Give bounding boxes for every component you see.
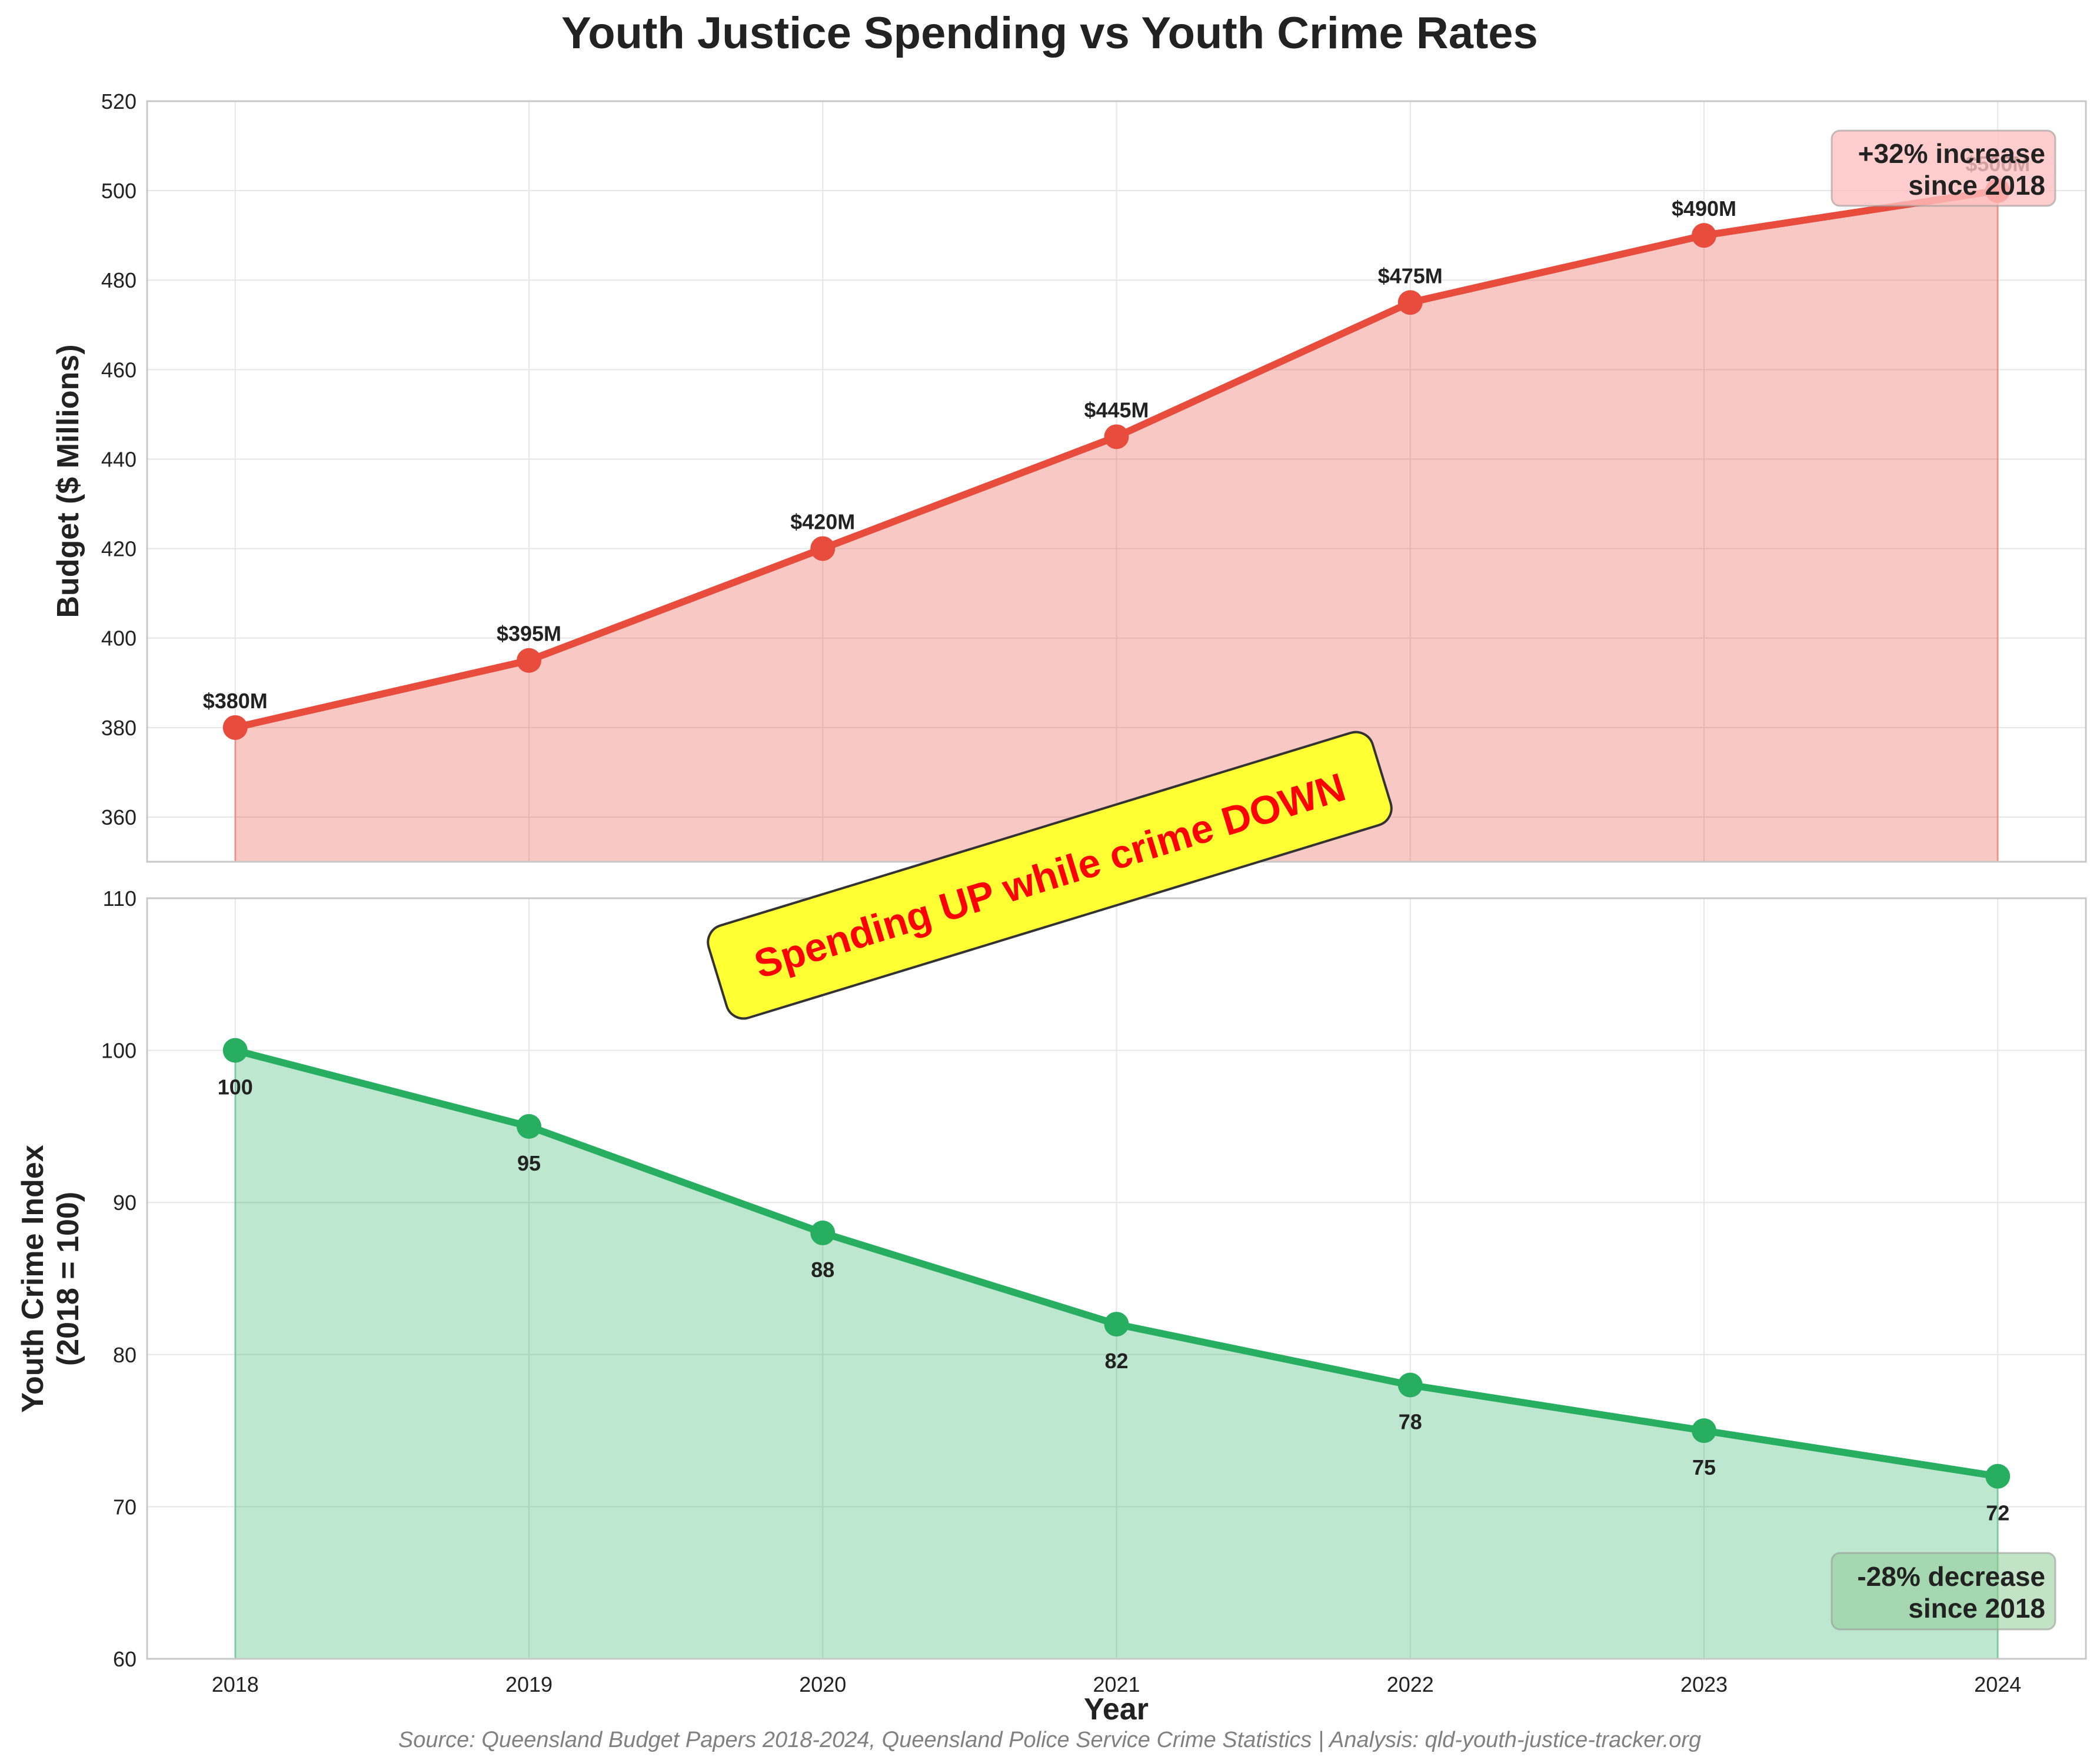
crime-annotation-line1: -28% decrease [1857,1561,2045,1592]
x-axis-label: Year [1084,1692,1149,1726]
data-point [810,536,836,561]
x-tick-label: 2019 [505,1672,553,1696]
y-tick-label: 100 [101,1039,137,1063]
x-tick-label: 2018 [212,1672,259,1696]
crime-annotation-line2: since 2018 [1908,1593,2045,1624]
budget-tick-labels: 360 380 400 420 440 460 480 500 520 [101,89,137,829]
data-point [1397,1372,1423,1398]
data-label: 88 [811,1258,834,1282]
y-tick-label: 420 [101,537,137,561]
data-point [517,648,542,673]
crime-panel: 60 70 80 90 100 110 2018 2019 2020 2021 2022 2023 20… [16,886,2087,1726]
x-tick-label: 2020 [799,1672,846,1696]
data-point [222,1038,248,1063]
y-tick-label: 90 [113,1191,137,1215]
y-tick-label: 440 [101,447,137,471]
crime-data-labels: 100 95 88 82 78 75 72 [218,1075,2010,1525]
y-tick-label: 380 [101,716,137,740]
data-label: 75 [1692,1455,1716,1479]
data-label: $490M [1672,196,1736,221]
budget-y-axis-label: Budget ($ Millions) [51,344,85,618]
data-label: $445M [1084,398,1149,422]
crime-points [222,1038,2011,1489]
budget-annotation-box [1831,129,2056,207]
crime-y-axis-label-line2: (2018 = 100) [51,1192,85,1366]
data-point [810,1220,836,1245]
y-tick-label: 70 [113,1495,137,1519]
data-label: $395M [497,622,561,646]
data-point [517,1114,542,1139]
x-tick-label: 2024 [1974,1672,2021,1696]
y-tick-label: 80 [113,1343,137,1367]
y-tick-label: 400 [101,626,137,651]
chart-title: Youth Justice Spending vs Youth Crime Ra… [561,8,1538,58]
crime-annotation: -28% decrease since 2018 [1831,1552,2056,1631]
data-label: 82 [1104,1349,1128,1373]
callout-box [707,731,1393,1020]
budget-annotation-line2: since 2018 [1908,170,2045,201]
crime-y-axis-label-line1: Youth Crime Index [16,1145,50,1413]
budget-panel: 360 380 400 420 440 460 480 500 520 $380M $395M $4… [51,89,2087,863]
data-point [1397,290,1423,315]
y-tick-label: 520 [101,89,137,114]
data-point [1985,1464,2011,1489]
source-note: Source: Queensland Budget Papers 2018-20… [398,1728,1701,1752]
data-point [1104,1312,1129,1337]
budget-grid [147,101,2086,862]
data-point [1691,1418,1716,1444]
y-tick-label: 110 [103,886,137,911]
budget-annotation-line1: +32% increase [1858,138,2045,169]
data-point [1104,424,1129,449]
data-label: 95 [517,1151,541,1175]
y-tick-label: 460 [101,358,137,382]
x-tick-label: 2023 [1680,1672,1728,1696]
y-tick-label: 360 [101,805,137,829]
crime-tick-labels: 60 70 80 90 100 110 2018 2019 2020 2021 2022 2023 20… [101,886,2021,1696]
y-tick-label: 500 [101,179,137,203]
data-point [1691,223,1716,248]
data-label: 72 [1986,1501,2009,1525]
data-label: $380M [203,689,268,713]
budget-annotation: +32% increase since 2018 [1831,129,2056,207]
data-label: $420M [790,510,855,534]
crime-annotation-box [1831,1552,2056,1631]
data-point [222,715,248,740]
y-tick-label: 480 [101,268,137,292]
data-label: $475M [1378,264,1443,288]
y-tick-label: 60 [113,1647,137,1671]
data-label: 100 [218,1075,253,1099]
x-tick-label: 2022 [1387,1672,1434,1696]
x-tick-label: 2021 [1093,1672,1140,1696]
data-label: 78 [1399,1410,1422,1434]
